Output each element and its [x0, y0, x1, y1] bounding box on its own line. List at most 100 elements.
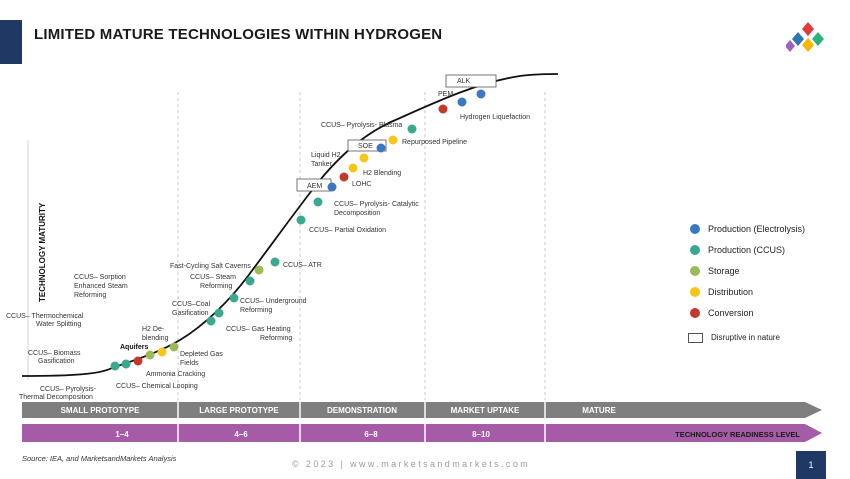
dot-hydrogen-liquefaction	[476, 89, 486, 99]
legend-dot-ccus	[690, 244, 700, 255]
dot-salt-caverns	[254, 265, 264, 275]
footer-copyright: © 2023 | www.marketsandmarkets.com	[292, 459, 531, 469]
label-steam-1: CCUS– Steam	[190, 274, 236, 281]
footer-source: Source: IEA, and MarketsandMarkets Analy…	[22, 454, 177, 463]
legend-dot-electrolysis	[690, 223, 700, 234]
dot-partial-oxidation	[296, 215, 306, 225]
dot-aem	[327, 182, 337, 192]
dot-lohc	[339, 172, 349, 182]
dot-underground-reforming	[229, 293, 239, 303]
dot-depleted-gas-fields	[169, 342, 179, 352]
label-biomass-1: CCUS– Biomass	[28, 350, 81, 357]
trl-range-8-10: 8–10	[472, 430, 490, 439]
dot-pyrolysis-plasma	[407, 124, 417, 134]
legend-box-disruptive	[688, 332, 703, 343]
label-plasma: CCUS– Pyrolysis- Plasma	[321, 122, 402, 129]
label-thermo-2: Water Splitting	[36, 321, 81, 328]
label-gasheat-1: CCUS– Gas Heating	[226, 326, 291, 333]
dot-steam-reforming	[245, 276, 255, 286]
dot-gas-heating-reforming	[214, 308, 224, 318]
label-repurposed: Repurposed Pipeline	[402, 139, 467, 146]
label-deblend-2: blending	[142, 335, 169, 342]
page-number: 1	[796, 451, 826, 479]
legend-label-ccus: Production (CCUS)	[708, 244, 786, 255]
legend: Production (Electrolysis) Production (CC…	[688, 218, 805, 348]
legend-label-storage: Storage	[708, 265, 740, 276]
legend-dot-conversion	[690, 307, 700, 318]
label-partial: CCUS– Partial Oxidation	[309, 227, 386, 234]
label-aquifers: Aquifers	[120, 344, 149, 351]
dot-coal-gasification	[206, 316, 216, 326]
label-h2blend: H2 Blending	[363, 170, 401, 177]
dot-pem	[438, 104, 448, 114]
label-liquefaction: Hydrogen Liquefaction	[460, 114, 530, 121]
technology-dots	[110, 89, 486, 371]
dot-biomass-gasification	[121, 359, 131, 369]
dot-alk	[457, 97, 467, 107]
dot-liquid-h2-tanker	[359, 153, 369, 163]
label-atr: CCUS– ATR	[283, 262, 322, 269]
label-alk: ALK	[457, 78, 471, 85]
label-sorption-3: Reforming	[74, 292, 106, 299]
trl-range-4-6: 4–6	[234, 430, 248, 439]
legend-dot-distribution	[690, 286, 700, 297]
legend-label-disruptive: Disruptive in nature	[711, 333, 780, 342]
legend-label-distribution: Distribution	[708, 286, 754, 297]
label-ammonia: Ammonia Cracking	[146, 371, 205, 378]
stage-market-uptake: MARKET UPTAKE	[451, 406, 520, 415]
stage-small-prototype: SMALL PROTOTYPE	[61, 406, 140, 415]
label-pyro-thermal-1: CCUS– Pyrolysis-	[40, 386, 97, 393]
label-sorption-1: CCUS– Sorption	[74, 274, 126, 281]
label-chem-looping: CCUS– Chemical Looping	[116, 383, 198, 390]
label-coal-1: CCUS–Coal	[172, 301, 211, 308]
legend-item-electrolysis: Production (Electrolysis)	[690, 218, 805, 239]
disruptive-box-alk	[445, 74, 497, 88]
disruptive-box-soe	[347, 139, 387, 152]
dot-catalytic-decomposition	[313, 197, 323, 207]
marketsandmarkets-logo	[786, 22, 824, 52]
label-biomass-2: Gasification	[38, 358, 75, 365]
label-depleted-1: Depleted Gas	[180, 351, 223, 358]
stage-demonstration: DEMONSTRATION	[327, 406, 397, 415]
label-catalytic-2: Decomposition	[334, 210, 380, 217]
label-salt: Fast-Cycling Salt Caverns	[170, 263, 251, 270]
dot-ammonia-cracking	[133, 356, 143, 366]
legend-item-conversion: Conversion	[690, 302, 805, 323]
legend-dot-storage	[690, 265, 700, 276]
dot-atr	[270, 257, 280, 267]
trl-arrow	[22, 424, 822, 442]
legend-item-distribution: Distribution	[690, 281, 805, 302]
label-tanker-2: Tanker	[311, 161, 333, 168]
label-deblend-1: H2 De-	[142, 326, 165, 333]
legend-item-disruptive: Disruptive in nature	[688, 327, 805, 348]
label-sorption-2: Enhanced Steam	[74, 283, 128, 290]
label-aem: AEM	[307, 183, 322, 190]
trl-range-6-8: 6–8	[364, 430, 378, 439]
label-soe: SOE	[358, 143, 373, 150]
technology-labels: CCUS– Pyrolysis- Thermal Decomposition C…	[6, 78, 530, 401]
trl-axis-label: TECHNOLOGY READINESS LEVEL	[675, 430, 800, 439]
label-underground-1: CCUS– Underground	[240, 298, 307, 305]
stage-large-prototype: LARGE PROTOTYPE	[199, 406, 279, 415]
label-pyro-thermal-2: Thermal Decomposition	[19, 394, 93, 401]
label-tanker-1: Liquid H2	[311, 152, 341, 159]
y-axis-title: TECHNOLOGY MATURITY	[38, 202, 47, 302]
trl-range-1-4: 1–4	[115, 430, 129, 439]
label-coal-2: Gasification	[172, 310, 209, 317]
label-thermo-1: CCUS– Thermochemical	[6, 313, 84, 320]
stage-mature: MATURE	[582, 406, 616, 415]
label-lohc: LOHC	[352, 181, 371, 188]
label-pem: PEM	[438, 91, 453, 98]
dot-aquifers	[145, 350, 155, 360]
label-catalytic-1: CCUS– Pyrolysis- Catalytic	[334, 201, 419, 208]
dot-repurposed-pipeline	[388, 135, 398, 145]
dot-h2-deblending	[157, 347, 167, 357]
legend-label-conversion: Conversion	[708, 307, 754, 318]
dot-soe	[376, 143, 386, 153]
label-gasheat-2: Reforming	[260, 335, 292, 342]
dot-h2-blending	[348, 163, 358, 173]
label-depleted-2: Fields	[180, 360, 199, 367]
dot-pyrolysis-thermal	[110, 361, 120, 371]
legend-item-ccus: Production (CCUS)	[690, 239, 805, 260]
